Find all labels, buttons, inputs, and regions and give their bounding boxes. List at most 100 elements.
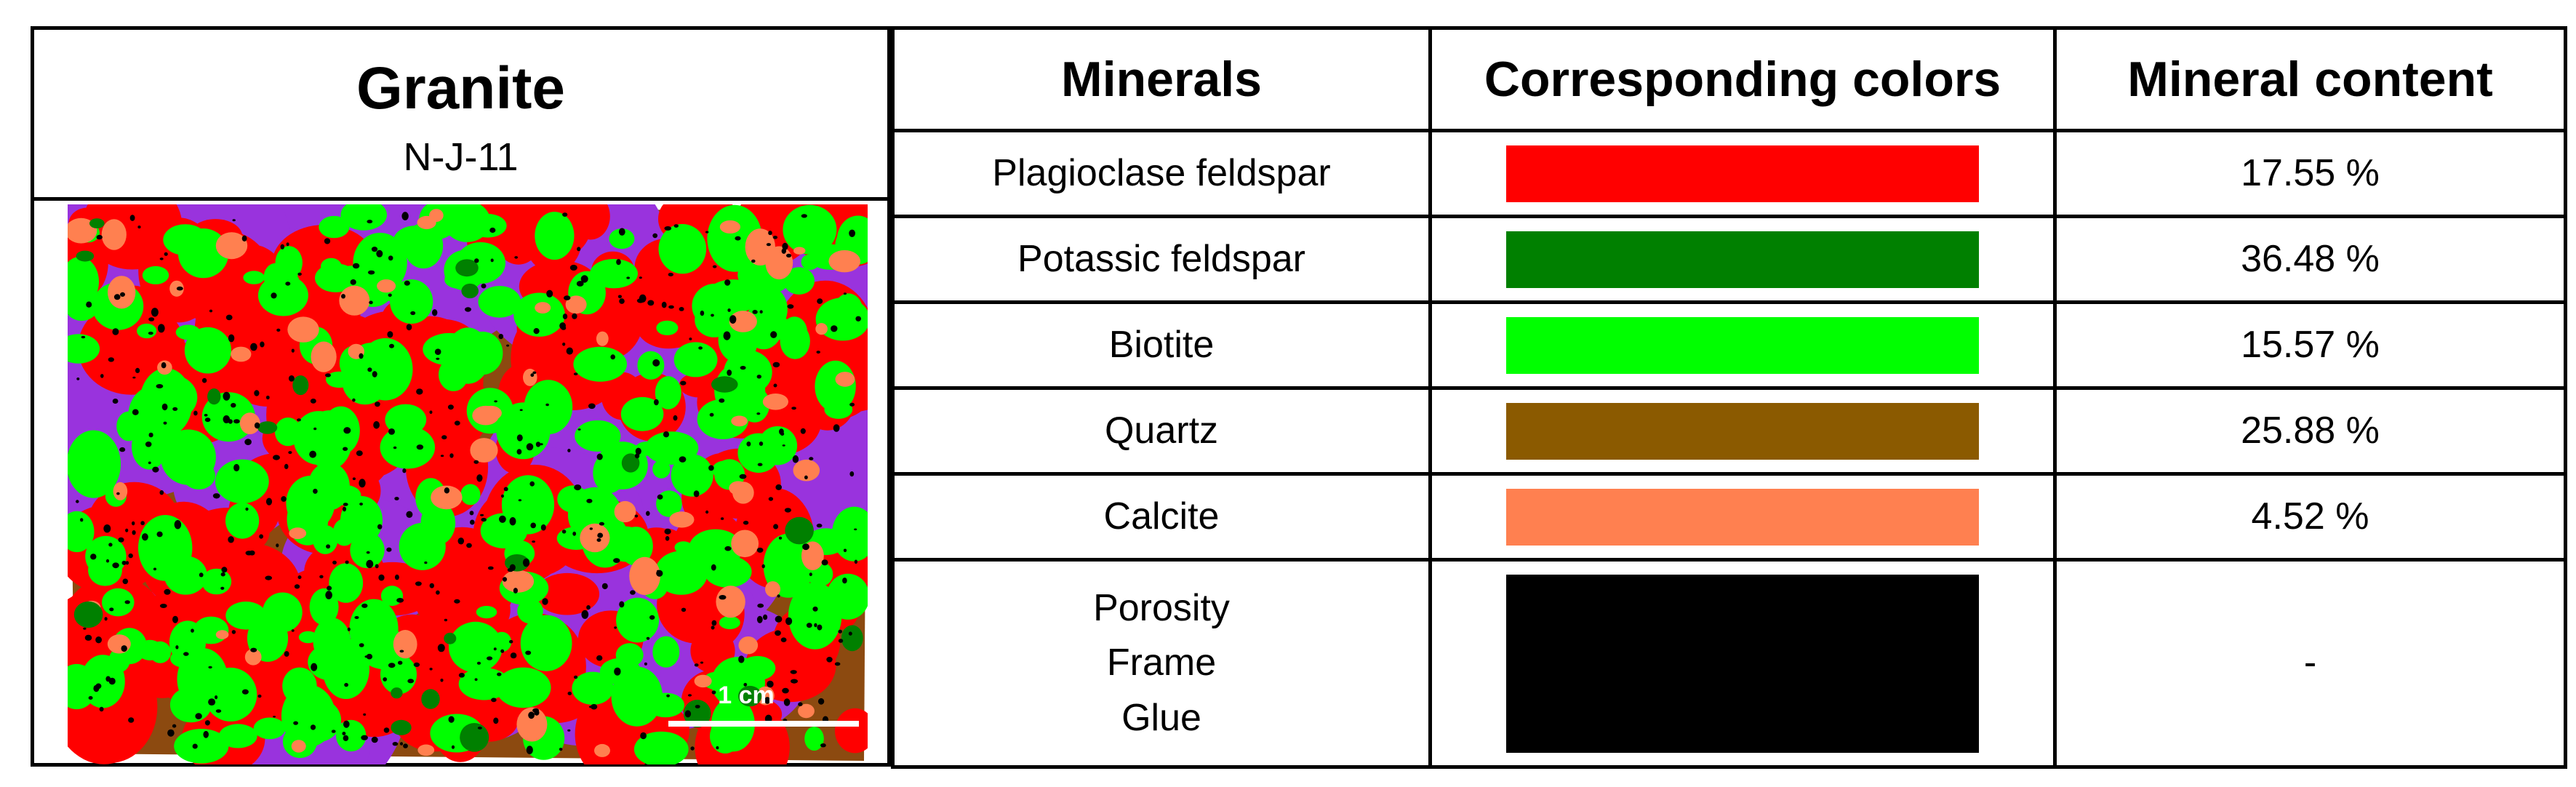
- mineral-grain: [124, 600, 130, 604]
- mineral-grain: [399, 742, 404, 746]
- mineral-grain: [804, 475, 808, 479]
- mineral-grain: [610, 354, 615, 360]
- sample-panel: Granite N-J-11 1 cm: [31, 26, 891, 767]
- mineral-grain: [569, 265, 577, 271]
- mineral-grain: [184, 327, 231, 374]
- mineral-grain: [378, 574, 385, 581]
- mineral-grain: [125, 528, 129, 532]
- mineral-grain: [167, 729, 175, 737]
- mineral-grain: [473, 460, 479, 464]
- mineral-map: 1 cm: [68, 204, 868, 764]
- mineral-grain: [669, 511, 695, 528]
- mineral-grain: [118, 537, 124, 543]
- mineral-grain: [182, 461, 216, 490]
- mineral-grain: [228, 536, 234, 543]
- mineral-grain: [782, 242, 788, 250]
- mineral-grain: [577, 428, 581, 431]
- mineral-grain: [683, 700, 711, 728]
- mineral-grain: [461, 283, 479, 299]
- mineral-grain: [68, 257, 99, 307]
- mineral-grain: [719, 220, 741, 233]
- mineral-grain: [594, 743, 610, 757]
- mineral-grain: [343, 447, 348, 451]
- mineral-grain: [661, 301, 667, 308]
- mineral-grain: [596, 331, 609, 346]
- mineral-grain: [614, 667, 621, 676]
- mineral-grain: [80, 518, 84, 522]
- mineral-grain: [282, 667, 317, 705]
- mineral-grain: [766, 243, 771, 247]
- mineral-grain: [688, 529, 743, 569]
- mineral-grain: [775, 484, 782, 490]
- mineral-grain: [518, 499, 522, 502]
- mineral-grain: [363, 713, 367, 716]
- mineral-grain: [388, 293, 392, 297]
- mineral-grain: [148, 461, 151, 465]
- mineral-grain: [791, 679, 798, 684]
- mineral-grain: [128, 717, 135, 723]
- mineral-grain: [204, 720, 210, 726]
- mineral-grain: [526, 443, 534, 451]
- mineral-grain: [340, 204, 387, 231]
- mineral-grain: [294, 584, 300, 589]
- mineral-grain: [132, 521, 135, 526]
- mineral-grain: [129, 215, 135, 221]
- mineral-grain: [673, 224, 679, 228]
- mineral-grain: [108, 276, 136, 309]
- mineral-grain: [386, 547, 392, 552]
- mineral-grain: [417, 744, 435, 756]
- mineral-grain: [561, 530, 567, 534]
- mineral-grain: [449, 621, 503, 673]
- mineral-grain: [361, 735, 368, 740]
- mineral-grain: [391, 719, 412, 735]
- mineral-grain: [243, 271, 265, 284]
- mineral-grain: [170, 649, 200, 668]
- mineral-grain: [148, 332, 153, 335]
- mineral-grain: [343, 720, 350, 728]
- mineral-grain: [401, 212, 409, 220]
- mineral-grain: [516, 449, 522, 455]
- mineral-grain: [783, 267, 815, 295]
- mineral-grain: [621, 453, 640, 473]
- mineral-grain: [680, 380, 687, 385]
- mineral-grain: [842, 578, 847, 584]
- mineral-grain: [831, 325, 838, 332]
- mineral-grain: [756, 375, 761, 379]
- mineral-grain: [804, 727, 824, 751]
- mineral-grain: [562, 343, 566, 346]
- mineral-grain: [265, 498, 273, 506]
- mineral-grain: [619, 601, 625, 608]
- mineral-grain: [470, 438, 498, 463]
- mineral-grain: [497, 672, 502, 676]
- mineral-grain: [639, 276, 642, 279]
- mineral-grain: [564, 295, 571, 300]
- mineral-grain: [399, 650, 404, 653]
- mineral-grain: [325, 373, 331, 377]
- mineral-grain: [674, 541, 693, 554]
- mineral-content: 15.57 %: [2053, 300, 2567, 390]
- mineral-grain: [457, 538, 465, 545]
- mineral-grain: [83, 627, 87, 630]
- mineral-grain: [385, 404, 427, 436]
- mineral-grain: [596, 453, 603, 460]
- mineral-grain: [793, 459, 820, 482]
- mineral-grain: [671, 454, 713, 497]
- mineral-grain: [652, 636, 680, 668]
- color-swatch: [1506, 231, 1979, 288]
- mineral-grain: [345, 560, 349, 564]
- table-row: Quartz 25.88 %: [891, 386, 2567, 476]
- mineral-grain: [164, 252, 168, 256]
- mineral-grain: [207, 388, 221, 405]
- mineral-grain: [109, 607, 114, 612]
- mineral-grain: [735, 236, 741, 241]
- mineral-grain: [493, 647, 497, 651]
- mineral-grain: [652, 460, 671, 479]
- mineral-grain: [775, 630, 781, 636]
- mineral-grain: [298, 631, 318, 644]
- mineral-grain: [764, 697, 771, 704]
- mineral-grain: [684, 710, 692, 718]
- mineral-grain: [367, 270, 375, 275]
- mineral-grain: [444, 632, 457, 644]
- mineral-grain: [835, 372, 855, 387]
- mineral-grain: [396, 598, 404, 603]
